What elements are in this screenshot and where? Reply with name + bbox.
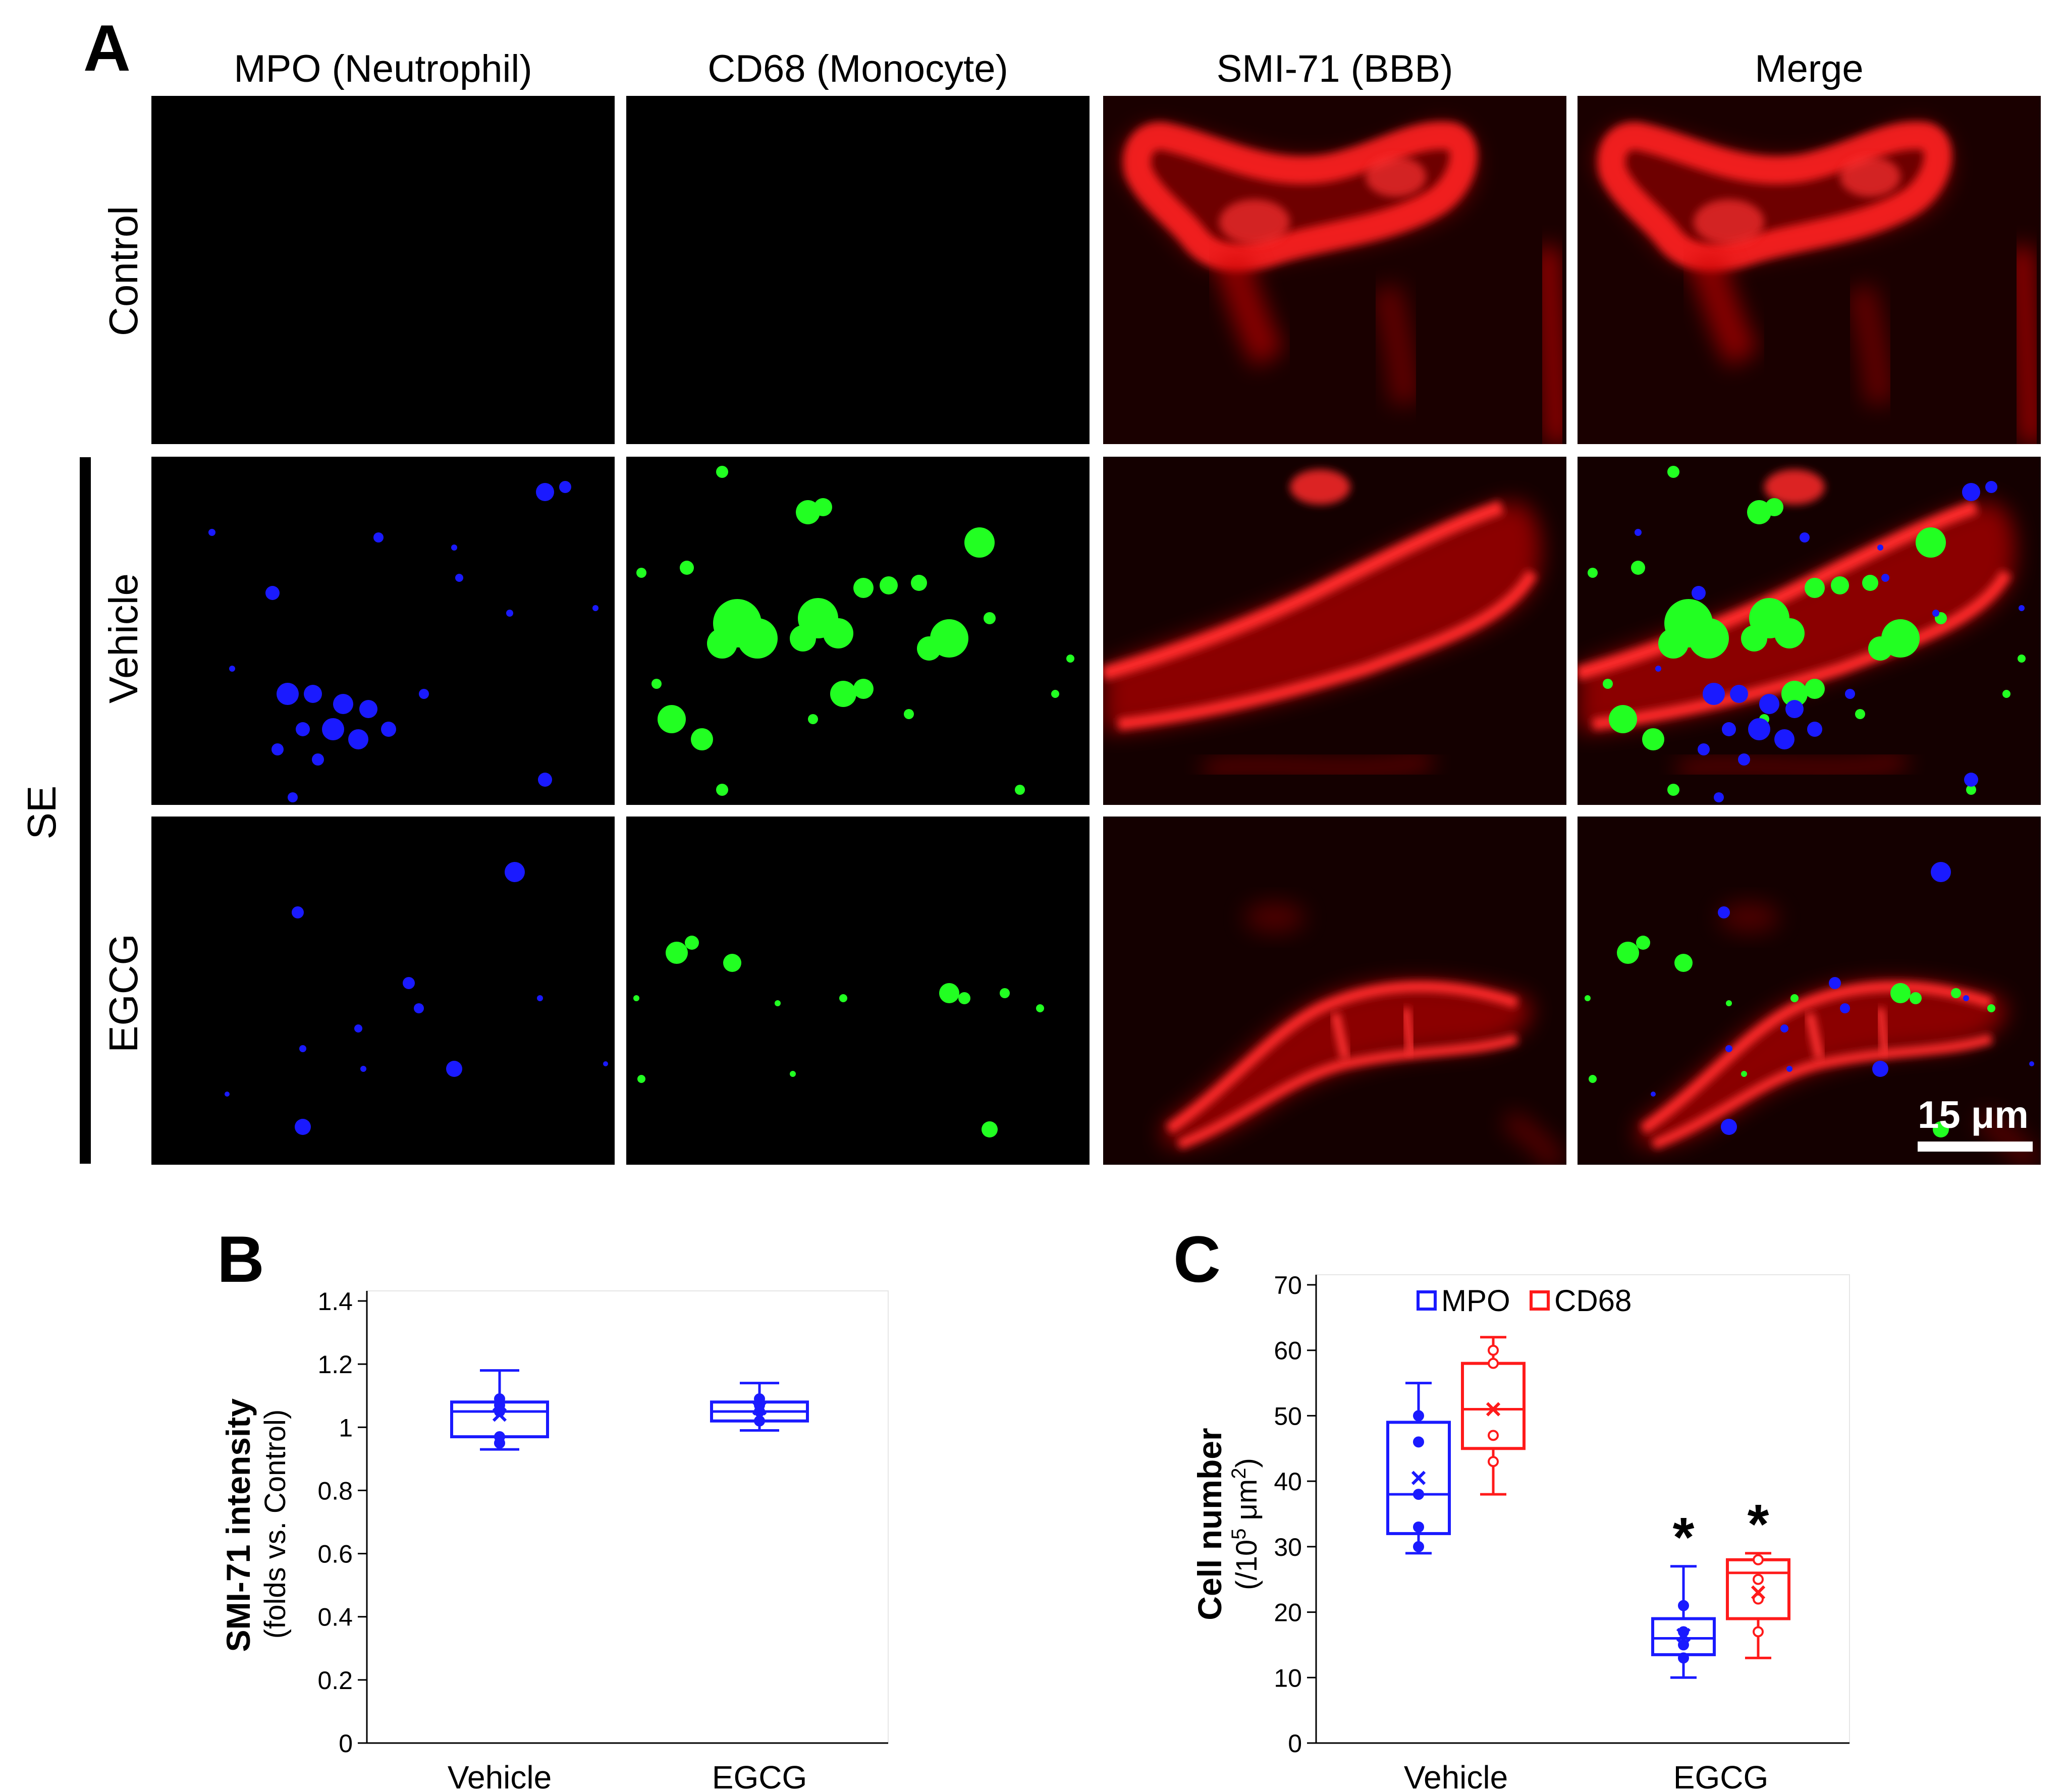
box-mpo-vehicle-point <box>1413 1410 1424 1422</box>
box-egcg-point <box>754 1415 765 1427</box>
box-vehicle-point <box>494 1393 505 1404</box>
box-cd68-egcg-point <box>1753 1626 1764 1638</box>
legend-label-cd68: CD68 <box>1554 1284 1632 1318</box>
box-cd68-vehicle-point <box>1488 1357 1499 1369</box>
image-egcg-mpo <box>151 817 615 1165</box>
legend-swatch-cd68 <box>1530 1290 1550 1311</box>
plot-frame <box>1316 1274 1850 1744</box>
y-tick-label: 0 <box>339 1729 353 1758</box>
box-mpo-egcg-mean <box>1676 1627 1691 1643</box>
y-tick-label: 60 <box>1274 1337 1302 1365</box>
y-tick-label: 0 <box>1288 1729 1302 1758</box>
y-tick-label: 1 <box>339 1414 353 1442</box>
box-mpo-vehicle-point <box>1413 1541 1424 1552</box>
chart-c: 0 10 20 30 40 50 60 70 Vehicle EGCG * * MPO CD68 <box>1274 1271 1850 1792</box>
image-vehicle-merge <box>1578 457 2041 805</box>
box-cd68-egcg-significance: * <box>1748 1493 1769 1555</box>
image-control-mpo <box>151 96 615 444</box>
image-control-merge <box>1578 96 2041 444</box>
x-tick-label-vehicle: Vehicle <box>1404 1759 1508 1792</box>
image-egcg-cd68 <box>626 817 1090 1165</box>
ylabel-sub-prefix: (/10 <box>1230 1540 1263 1590</box>
box-mpo-vehicle-mean <box>1411 1471 1426 1485</box>
y-tick-label: 40 <box>1274 1468 1302 1496</box>
ylabel-sub-suffix: ) <box>1230 1458 1263 1468</box>
box-vehicle-mean <box>492 1407 507 1422</box>
box-cd68-vehicle-point <box>1488 1344 1499 1356</box>
image-egcg-merge <box>1578 817 2041 1165</box>
se-group-label: SE <box>19 786 64 840</box>
box-mpo-egcg-point <box>1678 1652 1689 1664</box>
box-cd68-vehicle-mean <box>1486 1402 1501 1417</box>
box-egcg-mean <box>752 1401 767 1416</box>
box-mpo-vehicle-point <box>1413 1521 1424 1533</box>
x-tick-label-vehicle: Vehicle <box>448 1759 552 1792</box>
panel-a-letter: A <box>83 11 131 85</box>
image-control-cd68 <box>626 96 1090 444</box>
y-tick-label: 30 <box>1274 1533 1302 1561</box>
panel-b-ylabel-main: SMI-71 intensity <box>220 1398 257 1652</box>
box-cd68-egcg-point <box>1753 1554 1764 1565</box>
column-header-cd68: CD68 (Monocyte) <box>708 47 1008 90</box>
y-tick-label: 10 <box>1274 1664 1302 1692</box>
image-vehicle-cd68 <box>626 457 1090 805</box>
x-tick-label-egcg: EGCG <box>712 1759 807 1792</box>
box-cd68-vehicle-point <box>1488 1430 1499 1441</box>
row-label-egcg: EGCG <box>101 934 146 1053</box>
y-tick-label: 0.8 <box>317 1477 353 1505</box>
y-tick-label: 1.4 <box>317 1287 353 1316</box>
box-mpo-egcg-point <box>1678 1600 1689 1611</box>
panel-b-letter: B <box>217 1222 264 1296</box>
column-header-merge: Merge <box>1755 47 1863 90</box>
panel-c-ylabel-main: Cell number <box>1191 1428 1228 1620</box>
y-tick-label: 1.2 <box>317 1350 353 1379</box>
box-cd68-egcg-point <box>1753 1573 1764 1585</box>
panel-b-ylabel-sub: (folds vs. Control) <box>259 1409 292 1639</box>
y-tick-label: 70 <box>1274 1271 1302 1299</box>
box-egcg-point <box>754 1393 765 1404</box>
box-cd68-egcg-iqr <box>1726 1558 1790 1620</box>
ylabel-sub-sup1: 5 <box>1228 1529 1250 1540</box>
column-header-smi71: SMI-71 (BBB) <box>1217 47 1453 90</box>
box-cd68-vehicle-point <box>1488 1456 1499 1468</box>
legend-swatch-mpo <box>1417 1290 1437 1311</box>
box-cd68-egcg-mean <box>1751 1585 1766 1600</box>
scale-bar <box>1918 1142 2033 1152</box>
chart-b: 0 0.2 0.4 0.6 0.8 1 1.2 1.4 Vehicle EGCG <box>317 1287 889 1792</box>
y-tick-label: 50 <box>1274 1402 1302 1430</box>
box-mpo-vehicle-iqr <box>1386 1421 1451 1535</box>
box-mpo-egcg-significance: * <box>1673 1506 1695 1568</box>
x-tick-label-egcg: EGCG <box>1673 1759 1768 1792</box>
plot-frame <box>366 1290 889 1744</box>
panel-b-ylabel: SMI-71 intensity (folds vs. Control) <box>220 1396 292 1652</box>
image-control-smi71 <box>1103 96 1566 444</box>
y-tick-label: 0.2 <box>317 1666 353 1695</box>
panel-c-letter: C <box>1173 1222 1221 1296</box>
ylabel-sub-sup2: 2 <box>1228 1468 1250 1479</box>
ylabel-sub-mid: μm <box>1230 1479 1263 1529</box>
se-group-bar <box>80 457 91 1164</box>
box-vehicle-point <box>494 1431 505 1443</box>
y-tick-label: 20 <box>1274 1599 1302 1627</box>
row-label-control: Control <box>101 206 146 336</box>
box-mpo-egcg-point <box>1678 1639 1689 1651</box>
panel-c-ylabel-sub: (/105 μm2) <box>1228 1458 1263 1590</box>
y-tick-label: 0.4 <box>317 1603 353 1632</box>
row-label-vehicle: Vehicle <box>101 573 146 703</box>
legend-label-mpo: MPO <box>1441 1284 1510 1318</box>
scale-bar-label: 15 μm <box>1918 1094 2029 1136</box>
image-vehicle-smi71 <box>1103 457 1566 805</box>
y-tick-label: 0.6 <box>317 1540 353 1568</box>
image-egcg-smi71 <box>1103 817 1566 1165</box>
panel-c-ylabel: Cell number <box>1191 1428 1228 1620</box>
column-header-mpo: MPO (Neutrophil) <box>234 47 532 90</box>
image-vehicle-mpo <box>151 457 615 805</box>
box-mpo-vehicle-point <box>1413 1436 1424 1448</box>
box-mpo-vehicle-point <box>1413 1489 1424 1500</box>
